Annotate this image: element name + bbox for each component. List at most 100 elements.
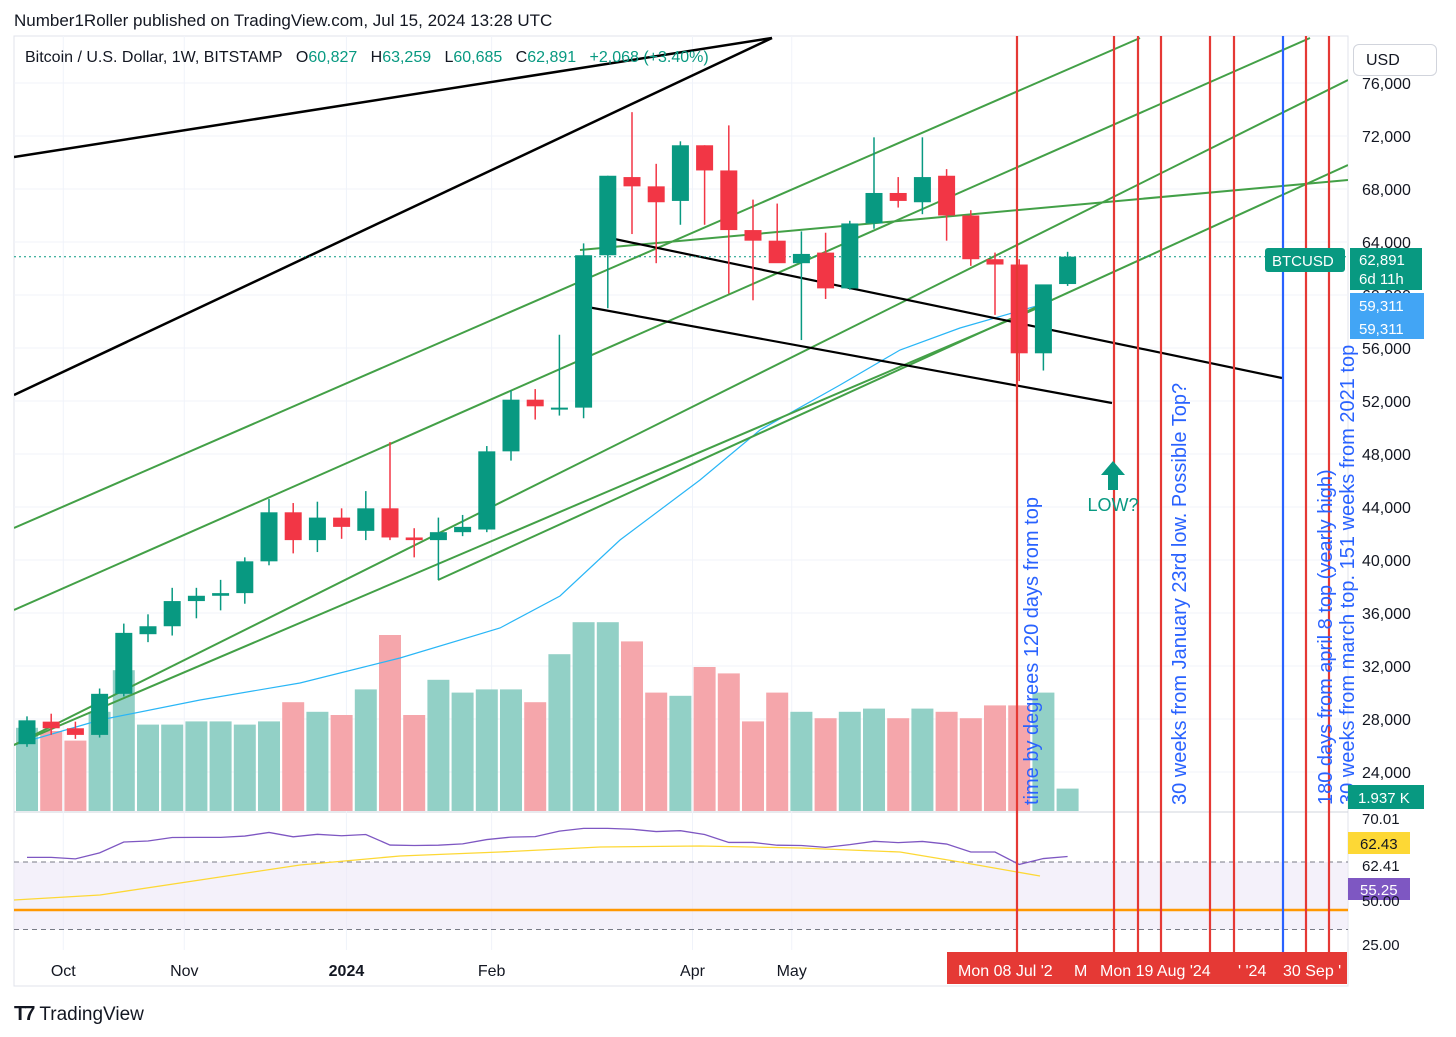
legend-symbol: Bitcoin / U.S. Dollar, 1W, BITSTAMP	[25, 49, 283, 66]
volume-bar	[742, 721, 764, 811]
publisher-header: Number1Roller published on TradingView.c…	[14, 11, 553, 30]
volume-bar	[64, 740, 87, 811]
time-tick-label: Apr	[680, 963, 706, 980]
volume-bar	[233, 724, 256, 811]
rsi-ma-tag	[1348, 832, 1410, 854]
currency-selector[interactable]: USD	[1353, 44, 1437, 76]
volume-bar	[209, 721, 232, 811]
candle-body	[381, 508, 399, 538]
vertical-annotation: time by degrees 120 days from top	[1021, 497, 1043, 805]
volume-bar	[984, 705, 1006, 811]
price-tick-label: 40,000	[1362, 553, 1411, 570]
candle-body	[841, 223, 859, 289]
candle-body	[647, 186, 665, 203]
rsi-pane[interactable]	[14, 827, 1348, 931]
candle-body	[91, 693, 109, 735]
date-label: 30 Sep '	[1283, 963, 1341, 980]
volume-bar	[88, 711, 111, 811]
legend-high-label: H	[370, 49, 383, 66]
volume-bar	[354, 689, 377, 811]
volume-bar	[330, 715, 353, 811]
volume-bar	[379, 635, 401, 811]
rsi-ma-line	[14, 845, 1041, 901]
ohlc-legend: Bitcoin / U.S. Dollar, 1W, BITSTAMP O60,…	[25, 49, 709, 67]
candle-body	[333, 517, 351, 527]
legend-close: 62,891	[527, 49, 577, 66]
legend-low: 60,685	[453, 49, 503, 66]
rsi-ma-value: 62.43	[1360, 836, 1398, 853]
candle-body	[768, 240, 786, 264]
volume-bar	[500, 689, 522, 811]
legend-high: 63,259	[382, 49, 432, 66]
volume-bar	[814, 718, 837, 811]
date-label: Mon 08 Jul '2	[958, 963, 1053, 980]
volume-tag	[1348, 785, 1424, 809]
candle-body	[913, 177, 931, 203]
date-label-strip	[947, 952, 1347, 984]
low-arrow-icon	[1101, 461, 1125, 490]
trend-line	[437, 164, 1348, 581]
tradingview-brand[interactable]: T7 TradingView	[14, 1003, 144, 1026]
price-tick-label: 56,000	[1362, 341, 1411, 358]
trend-line	[968, 938, 992, 948]
price-tick-label: 44,000	[1362, 500, 1411, 517]
volume-bar	[693, 667, 716, 811]
volume-bar	[306, 711, 329, 811]
ma-price-tag	[1350, 293, 1424, 339]
trend-line	[14, 79, 1348, 746]
candle-body	[1059, 256, 1077, 285]
candle-body	[526, 399, 544, 407]
candle-body	[575, 255, 593, 408]
time-tick-label: Feb	[478, 963, 506, 980]
candle-body	[720, 170, 738, 231]
price-tick-label: 76,000	[1362, 76, 1411, 93]
trend-line	[14, 37, 1311, 611]
vertical-markers[interactable]: Mon 08 Jul '2 Mon 19 Aug '24 ' '24 30 Sep '…	[947, 36, 1347, 984]
rsi-level-value: 62.41	[1362, 858, 1400, 875]
vertical-annotation: 30 weeks from January 23rd low. Possible…	[1169, 383, 1191, 805]
volume-bar	[137, 724, 159, 811]
volume-bar	[475, 689, 498, 811]
candle-body	[260, 512, 278, 562]
price-tick-label: 36,000	[1362, 606, 1411, 623]
trend-lines[interactable]	[14, 36, 1348, 948]
candle-body	[308, 517, 326, 541]
annotation-text: time by degrees 120 days from top 30 week…	[1021, 345, 1359, 805]
legend-open: 60,827	[308, 49, 358, 66]
candle-body	[357, 508, 375, 531]
ma-price-2: 59,311	[1359, 321, 1404, 338]
candle-body	[599, 175, 617, 256]
price-axis[interactable]: 76,00072,00068,00064,00060,00056,00052,0…	[51, 76, 1424, 980]
legend-open-label: O	[295, 49, 309, 66]
volume-bar	[112, 670, 135, 811]
volume-bar	[258, 721, 280, 811]
candle-body	[66, 728, 84, 735]
volume-bar	[911, 708, 934, 811]
legend-close-label: C	[515, 49, 528, 66]
trend-line	[14, 36, 773, 159]
price-tick-label: 64,000	[1362, 235, 1411, 252]
trend-line	[581, 304, 1113, 405]
moving-average-line	[14, 304, 1041, 746]
candles[interactable]	[18, 112, 1077, 747]
rsi-tag	[1348, 878, 1410, 900]
candle-body	[817, 252, 835, 289]
low-annotation: LOW?	[1087, 495, 1138, 515]
symbol-tag	[1265, 248, 1345, 272]
candle-body	[405, 537, 423, 541]
candle-body	[236, 561, 254, 594]
trend-line	[604, 235, 1283, 380]
candle-body	[1010, 264, 1028, 354]
brand-name: TradingView	[39, 1003, 144, 1025]
time-tick-label: Nov	[170, 963, 198, 980]
candle-body	[962, 215, 980, 260]
candle-body	[623, 177, 641, 187]
volume-bar	[838, 711, 861, 811]
candle-body	[671, 145, 689, 201]
volume-bar	[451, 692, 474, 811]
date-label: M	[1074, 963, 1087, 980]
rsi-band	[14, 861, 1348, 930]
rsi-tick-label: 50.00	[1362, 893, 1400, 910]
time-tick-label: May	[777, 963, 807, 980]
